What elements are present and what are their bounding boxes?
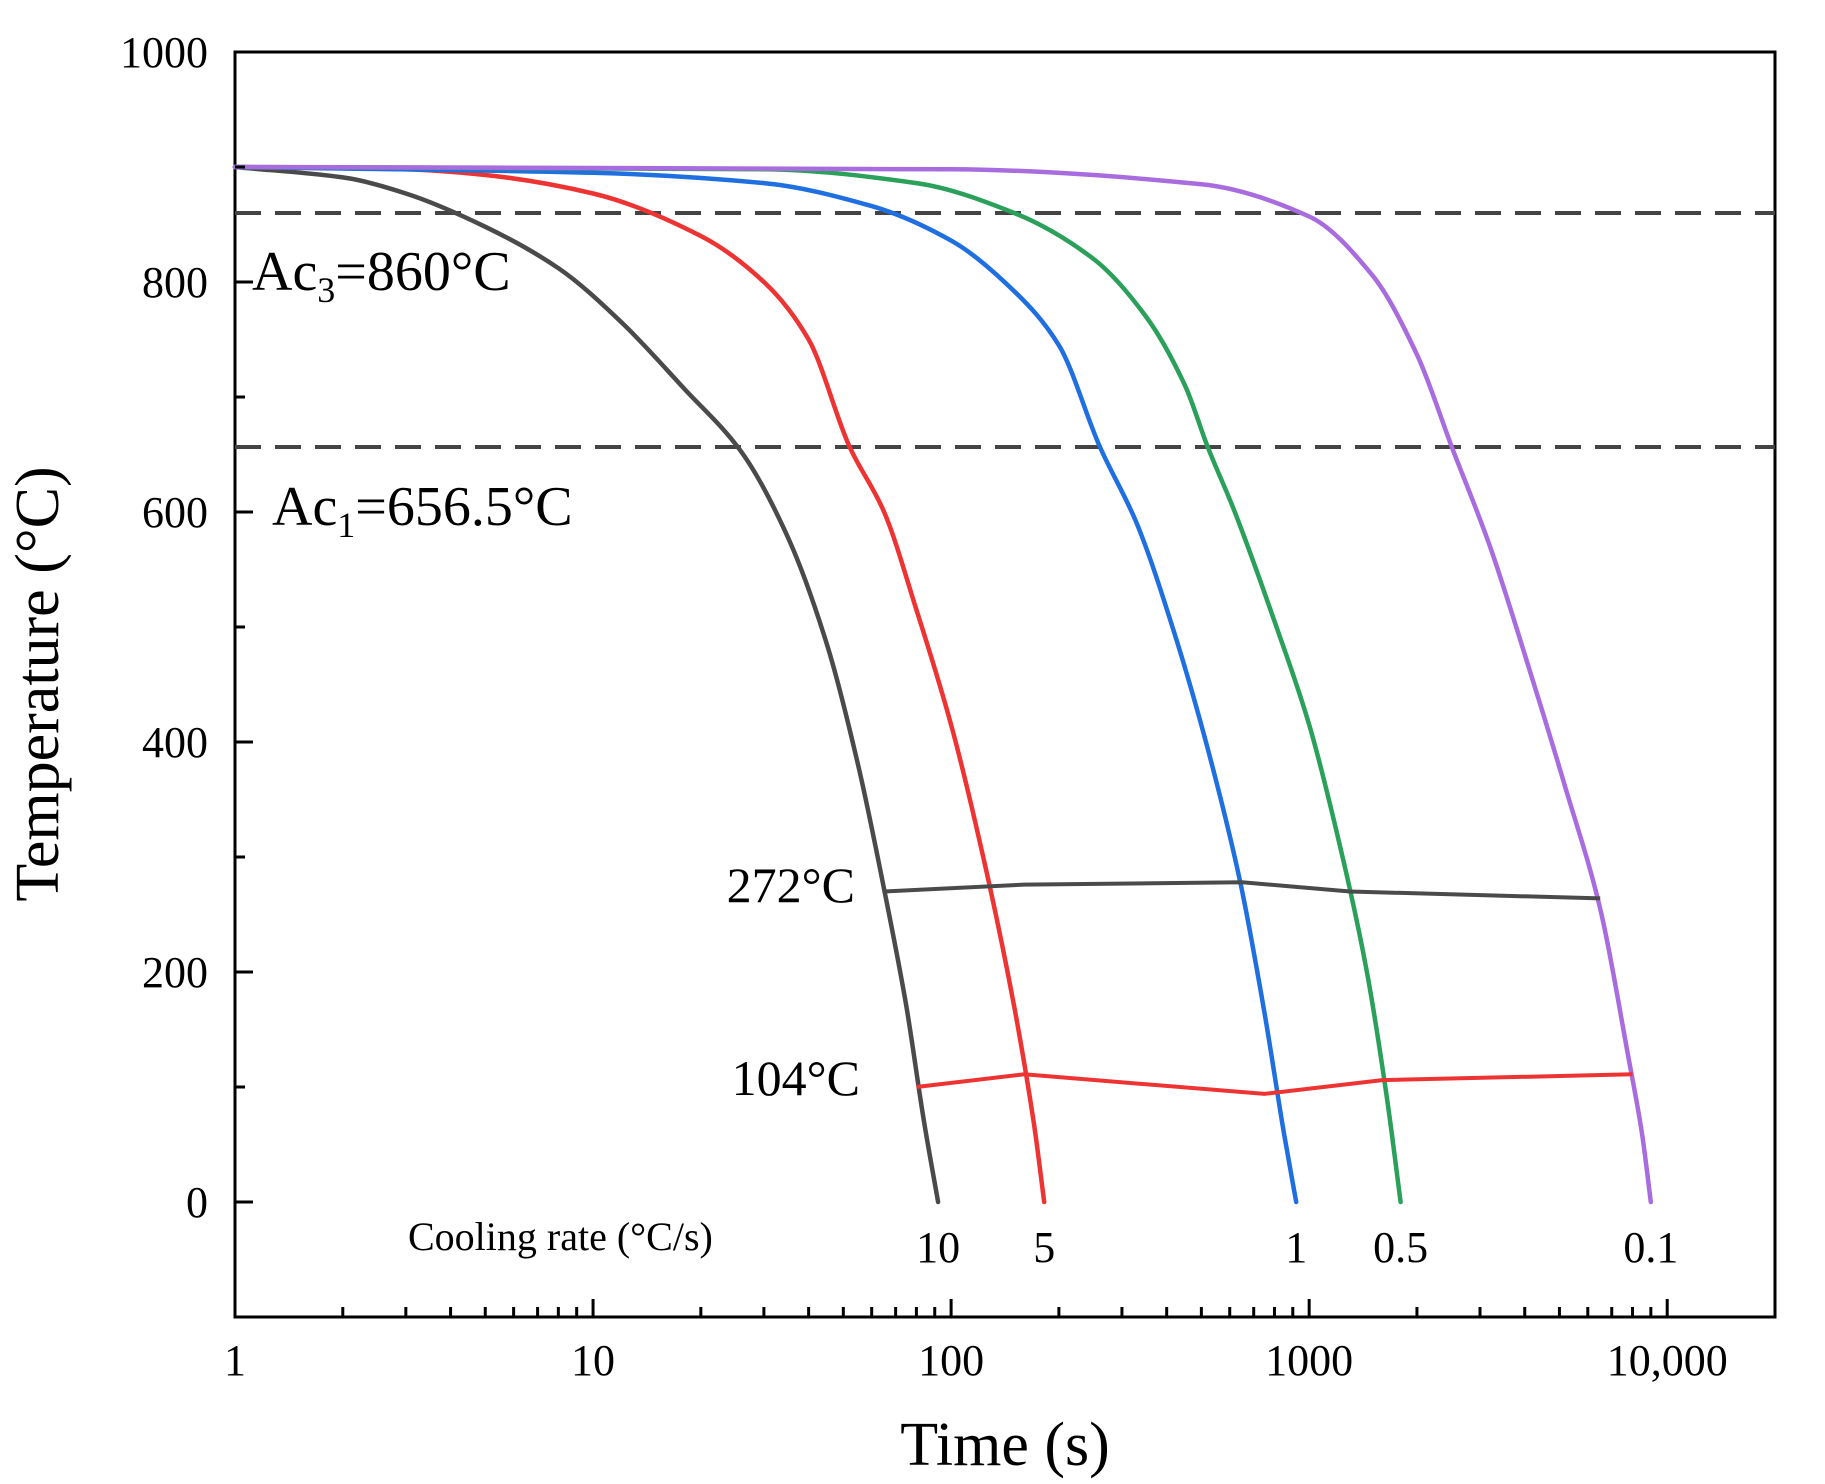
- cooling-curve-0-1: [232, 164, 1654, 1205]
- cooling-rate-label-0-1: 0.1: [1623, 1223, 1678, 1272]
- reference-label-ac1: Ac1=656.5°C: [272, 476, 573, 545]
- x-axis-title: Time (s): [900, 1411, 1110, 1479]
- cooling-curve-1: [232, 164, 1299, 1205]
- reference-label-base: Ac: [272, 476, 337, 538]
- reference-label-subscript: 1: [337, 505, 355, 545]
- y-tick-label-1000: 1000: [120, 28, 208, 77]
- connector-line-104-C: [916, 1072, 1633, 1096]
- connector-label-272-C: 272°C: [727, 857, 855, 913]
- reference-label-subscript: 3: [317, 270, 335, 310]
- cooling-rate-label-1: 1: [1285, 1223, 1307, 1272]
- y-axis-title: Temperature (°C): [4, 466, 72, 901]
- cooling-rate-label-5: 5: [1033, 1223, 1055, 1272]
- x-tick-label-10-000: 10,000: [1607, 1336, 1728, 1385]
- y-tick-label-0: 0: [186, 1178, 208, 1227]
- y-tick-label-600: 600: [142, 488, 208, 537]
- cooling-curve-5: [232, 164, 1047, 1205]
- plot-frame: [233, 50, 1777, 1319]
- reference-label-suffix: =656.5°C: [355, 476, 572, 538]
- reference-label-suffix: =860°C: [335, 241, 510, 303]
- cooling-curve-0-5: [232, 164, 1403, 1205]
- cooling-rate-label-10: 10: [916, 1223, 960, 1272]
- y-axis-ticks: 0 200 400 600 800 1000: [120, 28, 253, 1319]
- cooling-rate-label-0-5: 0.5: [1373, 1223, 1428, 1272]
- x-tick-label-10: 10: [571, 1336, 615, 1385]
- reference-label-ac3: Ac3=860°C: [252, 241, 511, 310]
- cooling-rate-title: Cooling rate (°C/s): [408, 1214, 713, 1259]
- y-tick-label-200: 200: [142, 948, 208, 997]
- x-tick-label-1: 1: [224, 1336, 246, 1385]
- connector-label-104-C: 104°C: [732, 1050, 860, 1106]
- x-tick-label-1000: 1000: [1265, 1336, 1353, 1385]
- connector-lines: 272°C 104°C: [727, 857, 1633, 1106]
- connector-line-272-C: [884, 880, 1601, 901]
- x-axis-ticks: 1 10 100 1000 10,000: [224, 1299, 1777, 1385]
- annotations: Cooling rate (°C/s) 10 5 1 0.5 0.1: [408, 1214, 1678, 1272]
- reference-label-base: Ac: [252, 241, 317, 303]
- x-tick-label-100: 100: [918, 1336, 984, 1385]
- cooling-curve-10: [232, 164, 941, 1205]
- cooling-curves: [232, 164, 1654, 1205]
- y-tick-label-400: 400: [142, 718, 208, 767]
- y-tick-label-800: 800: [142, 258, 208, 307]
